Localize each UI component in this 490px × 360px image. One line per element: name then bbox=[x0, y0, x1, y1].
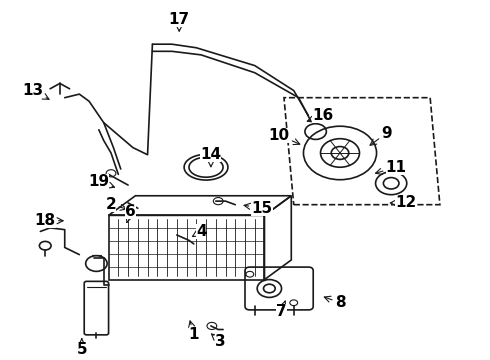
Text: 12: 12 bbox=[391, 195, 416, 210]
Text: 5: 5 bbox=[76, 338, 87, 357]
Text: 2: 2 bbox=[106, 197, 126, 212]
Text: 18: 18 bbox=[35, 213, 63, 228]
Text: 15: 15 bbox=[244, 201, 272, 216]
Text: 6: 6 bbox=[125, 204, 136, 222]
Text: 10: 10 bbox=[269, 128, 300, 145]
Text: 14: 14 bbox=[200, 147, 221, 167]
Text: 4: 4 bbox=[193, 224, 206, 239]
Text: 19: 19 bbox=[88, 174, 115, 189]
Text: 1: 1 bbox=[189, 321, 199, 342]
Text: 17: 17 bbox=[169, 12, 190, 31]
Text: 13: 13 bbox=[23, 83, 49, 99]
Text: 8: 8 bbox=[324, 295, 345, 310]
Text: 9: 9 bbox=[370, 126, 392, 145]
Text: 7: 7 bbox=[276, 301, 287, 319]
Text: 11: 11 bbox=[375, 160, 407, 175]
Text: 3: 3 bbox=[212, 334, 226, 350]
Text: 16: 16 bbox=[307, 108, 334, 123]
